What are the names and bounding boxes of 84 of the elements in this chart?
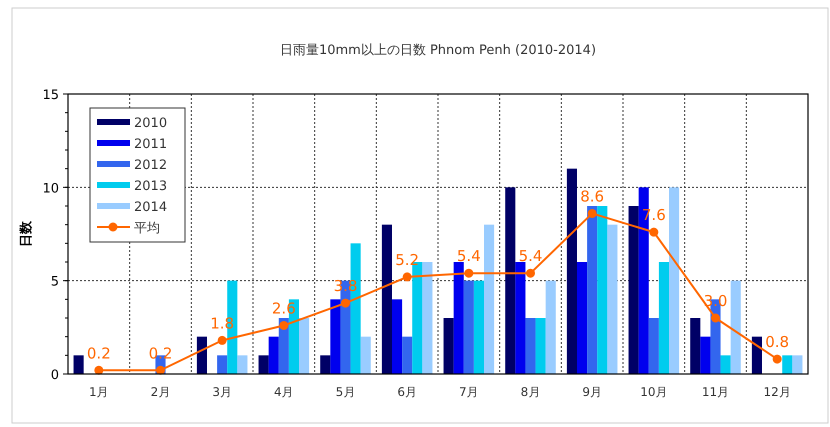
data-label: 5.4 <box>456 247 481 266</box>
bar <box>196 336 207 374</box>
bar <box>422 262 432 374</box>
bar <box>648 318 659 374</box>
point <box>279 320 288 330</box>
bar <box>402 336 412 374</box>
data-label: 0.2 <box>148 344 172 362</box>
y-axis-title: 日数 <box>19 220 34 247</box>
bar <box>576 262 588 374</box>
point <box>464 268 474 278</box>
bar <box>360 336 371 374</box>
bar <box>587 206 598 374</box>
y-tick-label: 15 <box>42 88 59 103</box>
legend-label: 2013 <box>134 179 168 194</box>
x-tick-label: 3月 <box>212 385 232 399</box>
data-label: 0.2 <box>86 344 111 362</box>
bar <box>782 355 792 374</box>
bar <box>525 318 536 374</box>
x-tick-label: 9月 <box>582 385 602 399</box>
data-label: 8.6 <box>580 187 604 206</box>
legend-label: 2010 <box>134 116 168 131</box>
bar <box>484 224 494 374</box>
bar <box>454 262 464 374</box>
data-label: 5.2 <box>395 250 420 269</box>
y-tick-label: 10 <box>42 181 59 196</box>
point <box>218 336 227 345</box>
bar <box>474 280 484 374</box>
bar <box>730 280 741 374</box>
x-tick-label: 11月 <box>702 385 730 399</box>
bar <box>258 355 269 374</box>
point <box>772 354 782 364</box>
x-tick-label: 12月 <box>764 385 791 399</box>
bar <box>320 355 330 374</box>
bar <box>382 224 392 374</box>
x-tick-label: 1月 <box>89 385 109 399</box>
x-tick-label: 6月 <box>397 385 417 399</box>
bar <box>690 318 700 374</box>
x-tick-label: 4月 <box>274 385 294 399</box>
point <box>156 366 165 375</box>
bar <box>444 318 454 374</box>
bar <box>217 355 228 374</box>
bar <box>628 206 639 374</box>
bar <box>546 280 556 374</box>
x-tick-label: 5月 <box>336 385 356 399</box>
bar <box>330 299 340 374</box>
x-tick-label: 7月 <box>459 385 479 399</box>
bar <box>566 168 577 374</box>
y-tick-label: 5 <box>50 274 59 290</box>
legend-label: 2012 <box>134 158 168 173</box>
chart-title: 日雨量10mm以上の日数 Phnom Penh (2010-2014) <box>280 43 596 58</box>
point <box>526 268 535 278</box>
data-label: 5.4 <box>518 247 542 266</box>
bar <box>237 355 248 374</box>
bar <box>752 336 762 374</box>
bar <box>597 206 608 374</box>
y-tick-label: 0 <box>50 368 59 383</box>
bar <box>536 318 546 374</box>
bar <box>464 280 474 374</box>
bar <box>74 355 84 374</box>
data-label: 0.8 <box>765 333 790 352</box>
point <box>588 208 597 218</box>
x-tick-label: 8月 <box>520 385 540 399</box>
data-label: 3.0 <box>704 292 728 310</box>
point <box>711 314 720 322</box>
point <box>402 272 412 282</box>
bar <box>515 262 526 374</box>
bar <box>792 355 802 374</box>
bar <box>658 262 670 374</box>
x-tick-label: 2月 <box>150 385 170 399</box>
point <box>94 366 104 375</box>
bar <box>299 318 310 374</box>
bar <box>505 187 516 374</box>
legend-label: 2011 <box>134 137 168 152</box>
legend-label: 平均 <box>134 221 160 236</box>
bar <box>720 355 731 374</box>
bar <box>607 224 618 374</box>
bar <box>700 336 710 374</box>
point <box>341 298 350 308</box>
legend-label: 2014 <box>134 200 168 215</box>
bar <box>392 299 402 374</box>
point <box>649 228 658 237</box>
bar <box>669 187 680 374</box>
bar <box>268 336 279 374</box>
x-tick-label: 10月 <box>640 385 668 399</box>
